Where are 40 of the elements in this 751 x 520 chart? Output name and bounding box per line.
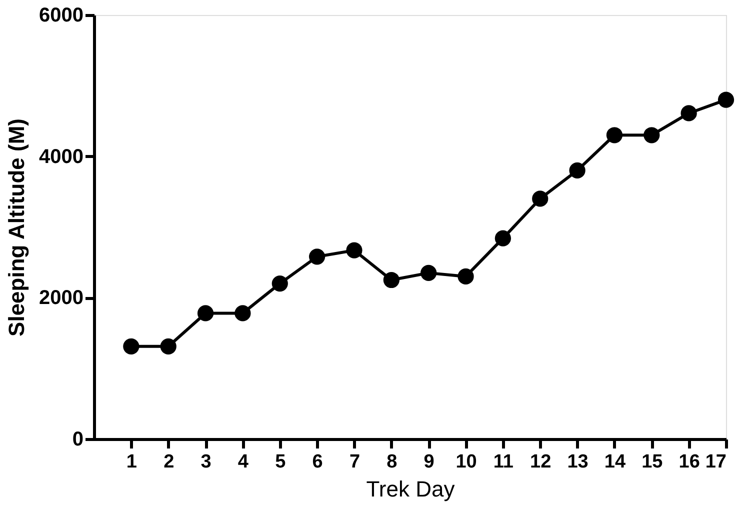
- x-tick-label: 3: [200, 452, 212, 472]
- point: [308, 248, 326, 265]
- x-tick-label: 14: [604, 452, 626, 472]
- x-tick-label: 10: [456, 452, 477, 472]
- x-tick-label: 12: [530, 452, 552, 472]
- point: [569, 162, 586, 179]
- point: [160, 338, 176, 354]
- x-tick-label: 17: [705, 452, 726, 472]
- point: [272, 275, 288, 292]
- y-tick-label: 0: [72, 428, 84, 450]
- point: [420, 264, 437, 281]
- x-tick-label: 2: [164, 452, 174, 472]
- y-tick-label: 2000: [39, 287, 84, 310]
- point: [532, 190, 548, 207]
- x-tick-label: 7: [349, 452, 360, 472]
- point: [718, 92, 734, 108]
- point: [383, 272, 400, 288]
- x-tick-label: 9: [424, 452, 434, 472]
- point: [458, 268, 474, 285]
- y-tick-label: 6000: [39, 4, 84, 26]
- x-tick-label: 5: [275, 452, 286, 472]
- x-tick-label: 11: [493, 452, 514, 472]
- point: [644, 127, 660, 144]
- x-tick-label: 16: [678, 452, 700, 472]
- x-tick-label: 8: [386, 452, 398, 472]
- point: [234, 305, 251, 322]
- x-tick-label: 15: [642, 452, 664, 472]
- point: [197, 305, 214, 322]
- y-tick-label: 4000: [39, 146, 84, 168]
- point: [680, 105, 697, 122]
- x-tick-label: 6: [312, 452, 323, 472]
- point: [123, 338, 140, 354]
- y-axis-title: Sleeping Altitude (M): [4, 118, 30, 336]
- point: [494, 230, 512, 246]
- point: [606, 127, 623, 144]
- x-tick-label: 13: [567, 452, 588, 472]
- point: [346, 242, 362, 258]
- x-tick-label: 1: [126, 452, 138, 472]
- x-tick-label: 4: [238, 452, 249, 472]
- x-axis-title: Trek Day: [366, 476, 455, 502]
